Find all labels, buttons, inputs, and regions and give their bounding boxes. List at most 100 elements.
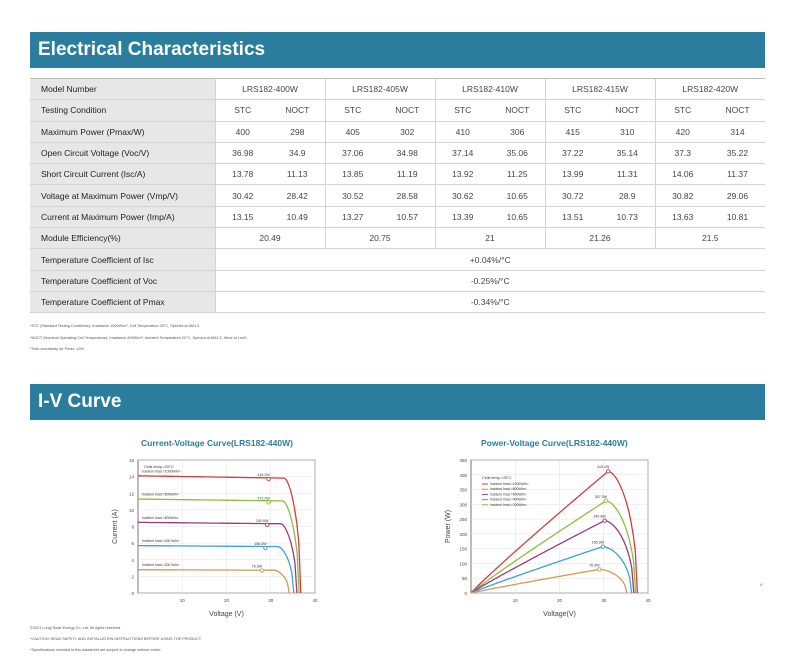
x-tick-label: 30 xyxy=(601,598,607,603)
table-cell: 37.3 xyxy=(654,142,710,165)
y-tick-label: 8 xyxy=(131,525,134,530)
table-cell: 10.73 xyxy=(600,206,655,229)
table-cell: 34.9 xyxy=(270,142,325,165)
series-line xyxy=(138,569,290,594)
table-cell: 13.15 xyxy=(214,206,270,229)
row-label: Short Circuit Current (Isc/A) xyxy=(30,163,215,186)
table-cell: 30.82 xyxy=(654,184,710,207)
noct-header: NOCT xyxy=(380,99,435,122)
row-label: Module Efficiency(%) xyxy=(30,227,215,250)
series-line xyxy=(137,521,298,594)
x-tick-label: 10 xyxy=(180,598,186,603)
stc-header: STC xyxy=(434,99,490,122)
stc-header: STC xyxy=(654,99,710,122)
table-cell: 35.14 xyxy=(600,142,655,165)
efficiency-value: 21.5 xyxy=(654,227,765,250)
x-axis-label: Voltage (V) xyxy=(209,611,244,618)
stc-header: STC xyxy=(324,99,380,122)
table-cell: 36.98 xyxy=(214,142,270,165)
max-power-point xyxy=(263,545,268,551)
table-cell: 13.78 xyxy=(214,163,270,186)
table-cell: 13.51 xyxy=(544,206,600,229)
y-tick-label: 12 xyxy=(129,491,135,496)
table-cell: 29.06 xyxy=(710,184,765,207)
model-name: LRS182-420W xyxy=(654,77,765,101)
x-tick-label: 40 xyxy=(312,598,318,603)
table-cell: 28.42 xyxy=(270,184,325,207)
row-label: Current at Maximum Power (Imp/A) xyxy=(30,206,215,229)
table-cell: 37.14 xyxy=(434,142,490,165)
x-tick-label: 20 xyxy=(224,598,230,603)
max-power-point xyxy=(265,522,270,527)
y-tick-label: 16 xyxy=(129,458,135,463)
table-cell: 30.62 xyxy=(434,184,490,207)
table-cell: 14.06 xyxy=(654,163,710,186)
table-cell: 298 xyxy=(270,121,325,143)
copyright-note: ©2021 Longi Solar Energy Co.,Ltd. All ri… xyxy=(30,626,122,630)
table-cell: 13.99 xyxy=(544,163,600,186)
section-title: I-V Curve xyxy=(38,391,122,412)
section-title: Electrical Characteristics xyxy=(38,39,266,60)
power-voltage-chart: 0 50 100 150 200 250 300 350 400 450 10 20 30 40 Volta… xyxy=(445,458,651,618)
max-power-point xyxy=(266,476,271,482)
spec-change-note: *Specifications included in this datashe… xyxy=(30,648,162,652)
table-cell: 10.81 xyxy=(710,206,765,229)
caution-note: *CAUTION: READ SAFETY AND INSTALLATION I… xyxy=(30,637,202,641)
table-row: Module Efficiency(%) 20.49 20.75 21 21.2… xyxy=(30,227,765,250)
x-tick-label: 30 xyxy=(268,598,274,603)
y-tick-label: 300 xyxy=(459,502,467,507)
table-cell: 30.72 xyxy=(544,184,600,207)
pv-chart-title: Power-Voltage Curve(LRS182-440W) xyxy=(481,438,628,448)
table-cell: 11.19 xyxy=(380,163,435,186)
table-cell: 405 xyxy=(324,121,380,143)
max-power-point xyxy=(259,568,265,573)
table-row: Voltage at Maximum Power (Vmp/V) 30.42 28.… xyxy=(30,184,765,207)
noct-header: NOCT xyxy=(600,99,655,122)
series-line xyxy=(138,498,300,594)
max-power-label: 76.3W xyxy=(252,565,263,569)
row-label: Temperature Coefficient of Isc xyxy=(30,248,215,271)
y-axis-label: Current (A) xyxy=(112,509,119,544)
table-cell: 314 xyxy=(710,121,765,143)
table-row: Short Circuit Current (Isc/A) 13.78 11.13 1… xyxy=(30,163,765,186)
efficiency-value: 21 xyxy=(434,227,545,250)
table-row: Temperature Coefficient of Voc -0.25%/°C xyxy=(30,270,765,292)
x-tick-label: 40 xyxy=(645,598,651,603)
stc-footnote: *STC (Standard Testing Conditions): Irra… xyxy=(30,324,200,328)
row-label: Temperature Coefficient of Pmax xyxy=(30,291,215,314)
row-label: Testing Condition xyxy=(30,99,215,122)
y-tick-label: 350 xyxy=(459,488,467,493)
table-row: Model Number LRS182-400W LRS182-405W LRS… xyxy=(30,77,765,101)
page-number: 4 xyxy=(760,582,763,587)
curve-label: Incident Irrad.=1000W/m² xyxy=(142,469,181,473)
iv-curve-banner: I-V Curve xyxy=(30,384,765,420)
table-cell: 10.65 xyxy=(490,184,545,207)
y-tick-label: 50 xyxy=(462,576,468,581)
x-axis-label: Voltage(V) xyxy=(543,611,576,618)
table-cell: 310 xyxy=(600,121,655,143)
table-cell: 35.22 xyxy=(710,142,765,165)
table-cell: 11.25 xyxy=(490,163,545,186)
stc-header: STC xyxy=(214,99,270,122)
model-name: LRS182-410W xyxy=(434,77,545,101)
cell-temp-annotation: Cells temp.=25°C xyxy=(144,465,174,469)
table-cell: 13.92 xyxy=(434,163,490,186)
y-tick-label: 200 xyxy=(459,532,467,537)
cell-temp-annotation: Cells temp.=25°C xyxy=(482,476,512,480)
max-power-label: 307.2W xyxy=(595,495,608,499)
table-cell: 10.57 xyxy=(380,206,435,229)
y-tick-label: 400 xyxy=(459,473,467,478)
table-cell: 302 xyxy=(380,121,435,143)
x-tick-label: 20 xyxy=(557,598,563,603)
current-voltage-chart: 0 2 4 6 8 10 12 14 16 10 20 30 40 Voltage (V) Current … xyxy=(112,458,318,618)
x-tick-label: 10 xyxy=(513,598,519,603)
max-power-point xyxy=(600,544,606,549)
table-cell: 11.31 xyxy=(600,163,655,186)
table-cell: 420 xyxy=(654,121,710,143)
y-axis-label: Power (W) xyxy=(445,510,452,543)
y-tick-label: 4 xyxy=(131,558,134,563)
noct-header: NOCT xyxy=(490,99,545,122)
coefficient-value: +0.04%/°C xyxy=(214,248,765,271)
uncertainty-footnote: *Test uncertainty for Pmax: ±3% xyxy=(30,347,84,351)
legend-entry: Incident Irrad.=600W/m² xyxy=(490,492,527,496)
